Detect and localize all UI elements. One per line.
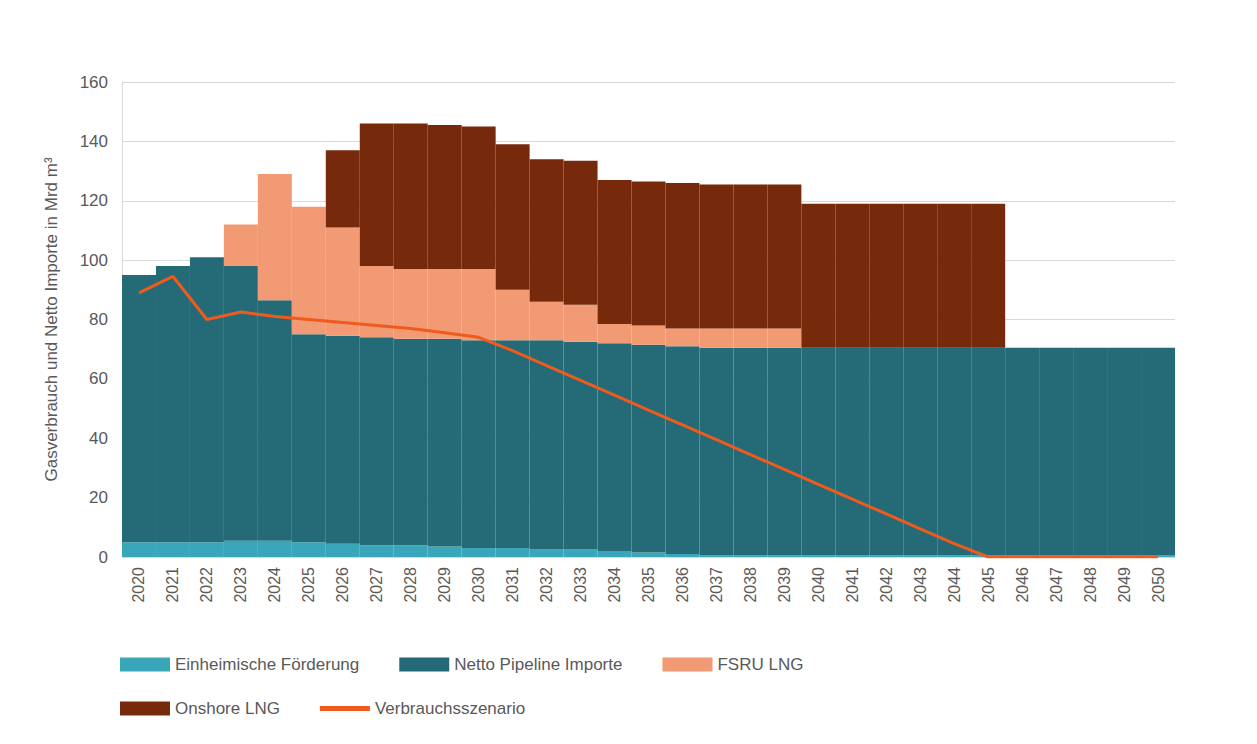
svg-text:Verbrauchsszenario: Verbrauchsszenario <box>375 699 525 718</box>
svg-text:120: 120 <box>80 191 108 210</box>
svg-text:2022: 2022 <box>198 567 215 603</box>
svg-text:2024: 2024 <box>266 567 283 603</box>
svg-text:0: 0 <box>99 548 108 567</box>
svg-text:2031: 2031 <box>504 567 521 603</box>
svg-text:FSRU LNG: FSRU LNG <box>717 655 803 674</box>
svg-text:2045: 2045 <box>980 567 997 603</box>
svg-text:2038: 2038 <box>742 567 759 603</box>
svg-text:160: 160 <box>80 73 108 92</box>
svg-text:2043: 2043 <box>912 567 929 603</box>
svg-text:2032: 2032 <box>538 567 555 603</box>
svg-text:60: 60 <box>89 369 108 388</box>
svg-text:2034: 2034 <box>606 567 623 603</box>
svg-text:2033: 2033 <box>572 567 589 603</box>
svg-text:2021: 2021 <box>164 567 181 603</box>
svg-text:2049: 2049 <box>1116 567 1133 603</box>
svg-text:2025: 2025 <box>300 567 317 603</box>
svg-text:2044: 2044 <box>946 567 963 603</box>
svg-text:2050: 2050 <box>1150 567 1167 603</box>
svg-text:40: 40 <box>89 429 108 448</box>
svg-text:2048: 2048 <box>1082 567 1099 603</box>
svg-text:2027: 2027 <box>368 567 385 603</box>
svg-text:2047: 2047 <box>1048 567 1065 603</box>
svg-text:2020: 2020 <box>130 567 147 603</box>
svg-text:20: 20 <box>89 488 108 507</box>
svg-text:2037: 2037 <box>708 567 725 603</box>
svg-text:2040: 2040 <box>810 567 827 603</box>
svg-text:2042: 2042 <box>878 567 895 603</box>
svg-text:140: 140 <box>80 132 108 151</box>
svg-text:2041: 2041 <box>844 567 861 603</box>
svg-text:2039: 2039 <box>776 567 793 603</box>
svg-text:2028: 2028 <box>402 567 419 603</box>
svg-text:100: 100 <box>80 251 108 270</box>
svg-text:2023: 2023 <box>232 567 249 603</box>
svg-text:2046: 2046 <box>1014 567 1031 603</box>
svg-text:2029: 2029 <box>436 567 453 603</box>
svg-text:2026: 2026 <box>334 567 351 603</box>
svg-text:2035: 2035 <box>640 567 657 603</box>
svg-text:Gasverbrauch und Netto Importe: Gasverbrauch und Netto Importe in Mrd m³ <box>42 157 61 481</box>
svg-text:Einheimische Förderung: Einheimische Förderung <box>175 655 359 674</box>
svg-text:2030: 2030 <box>470 567 487 603</box>
svg-text:Netto Pipeline Importe: Netto Pipeline Importe <box>454 655 622 674</box>
svg-text:Onshore LNG: Onshore LNG <box>175 699 280 718</box>
svg-text:2036: 2036 <box>674 567 691 603</box>
svg-text:80: 80 <box>89 310 108 329</box>
